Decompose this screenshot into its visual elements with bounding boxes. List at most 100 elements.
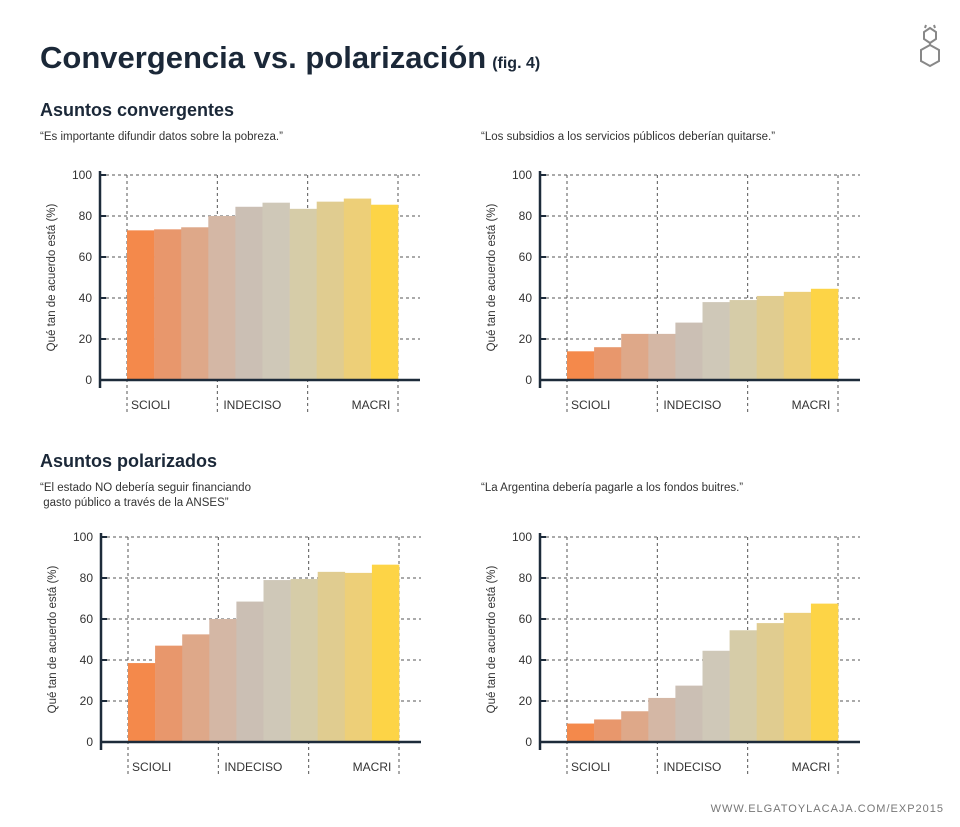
bar <box>317 571 346 742</box>
y-tick-label: 100 <box>73 530 93 544</box>
bar <box>702 302 730 380</box>
bar <box>567 351 595 380</box>
bar-chart-subsidies: 0 20 40 60 80 100 SCIOLI INDECISO MACRI Qué tan d… <box>480 165 900 420</box>
footer-url: WWW.ELGATOYLACAJA.COM/EXP2015 <box>710 803 944 815</box>
y-tick-label: 60 <box>519 250 533 264</box>
y-tick-label: 0 <box>85 373 92 387</box>
bar-chart-poverty-data: 0 20 40 60 80 100 SCIOLI INDECISO MACRI Qué tan d… <box>40 165 460 420</box>
bar <box>729 300 757 380</box>
y-axis-label: Qué tan de acuerdo está (%) <box>47 565 59 713</box>
chart-title: “La Argentina debería pagarle a los fond… <box>481 482 744 494</box>
x-tick-label: INDECISO <box>224 760 282 774</box>
y-tick-label: 40 <box>80 653 94 667</box>
bar-chart-anses: 0 20 40 60 80 100 SCIOLI INDECISO MACRI Qué tan d… <box>41 527 461 782</box>
section-heading-convergent: Asuntos convergentes <box>40 100 235 120</box>
bar <box>235 206 263 380</box>
chart-title: “Es importante difundir datos sobre la p… <box>40 131 283 143</box>
x-tick-label: MACRI <box>353 760 392 774</box>
y-tick-label: 20 <box>519 694 533 708</box>
bar <box>810 288 839 380</box>
bar <box>263 580 291 742</box>
bar <box>155 645 183 742</box>
bar <box>675 322 703 380</box>
y-tick-label: 100 <box>72 168 92 182</box>
chart-svg: 0 20 40 60 80 100 SCIOLI INDECISO MACRI Qué tan d… <box>47 530 421 777</box>
bar <box>343 198 372 380</box>
y-tick-label: 40 <box>519 653 533 667</box>
bar <box>262 202 290 380</box>
y-tick-label: 80 <box>79 209 93 223</box>
bar <box>316 201 345 380</box>
x-tick-label: SCIOLI <box>132 760 171 774</box>
y-tick-label: 0 <box>86 735 93 749</box>
y-tick-label: 80 <box>80 571 94 585</box>
chart-svg: 0 20 40 60 80 100 SCIOLI INDECISO MACRI Qué tan d… <box>486 530 860 777</box>
x-tick-label: MACRI <box>352 398 391 412</box>
y-tick-label: 60 <box>519 612 533 626</box>
y-axis-label: Qué tan de acuerdo está (%) <box>486 203 498 351</box>
bar-chart-holdouts: 0 20 40 60 80 100 SCIOLI INDECISO MACRI Qué tan d… <box>480 527 900 782</box>
bar <box>783 291 812 380</box>
y-tick-label: 60 <box>79 250 93 264</box>
section-heading-polarized: Asuntos polarizados <box>40 451 218 471</box>
chart-svg: 0 20 40 60 80 100 SCIOLI INDECISO MACRI Qué tan d… <box>486 168 860 415</box>
bar <box>621 711 649 742</box>
bar <box>594 347 622 380</box>
y-axis-label: Qué tan de acuerdo está (%) <box>486 565 498 713</box>
bar <box>729 630 757 742</box>
y-tick-label: 0 <box>525 735 532 749</box>
y-tick-label: 20 <box>519 332 533 346</box>
chart-title: “Los subsidios a los servicios públicos … <box>481 131 776 143</box>
page-title: Convergencia vs. polarización (fig. 4) <box>40 40 540 76</box>
bar <box>648 333 676 380</box>
bar <box>675 685 703 742</box>
bar <box>567 723 595 742</box>
x-tick-label: MACRI <box>792 760 831 774</box>
bar <box>128 663 156 742</box>
chart-svg: 0 20 40 60 80 100 SCIOLI INDECISO MACRI Qué tan d… <box>46 168 420 415</box>
y-tick-label: 80 <box>519 209 533 223</box>
bar <box>594 719 622 742</box>
bar <box>208 216 236 380</box>
bar <box>344 572 373 742</box>
bar <box>289 208 317 380</box>
x-tick-label: INDECISO <box>663 760 721 774</box>
fig-label: (fig. 4) <box>492 55 541 72</box>
x-tick-label: INDECISO <box>663 398 721 412</box>
y-tick-label: 0 <box>525 373 532 387</box>
bar <box>236 601 264 742</box>
x-tick-label: INDECISO <box>223 398 281 412</box>
y-tick-label: 100 <box>512 530 532 544</box>
y-tick-label: 100 <box>512 168 532 182</box>
title-text: Convergencia vs. polarización <box>40 40 487 75</box>
y-tick-label: 20 <box>80 694 94 708</box>
y-tick-label: 80 <box>519 571 533 585</box>
x-tick-label: SCIOLI <box>571 760 610 774</box>
cat-box-logo-icon <box>920 24 940 68</box>
bar <box>371 564 400 742</box>
bar <box>783 612 812 742</box>
y-axis-label: Qué tan de acuerdo está (%) <box>46 203 58 351</box>
y-tick-label: 40 <box>519 291 533 305</box>
bar <box>154 229 182 380</box>
y-tick-label: 40 <box>79 291 93 305</box>
bar <box>648 697 676 742</box>
bar <box>810 603 839 742</box>
bar <box>181 227 209 380</box>
bar <box>182 634 210 742</box>
bar <box>290 579 318 742</box>
bar <box>756 623 785 742</box>
bar <box>370 204 399 380</box>
x-tick-label: SCIOLI <box>131 398 170 412</box>
bar <box>756 295 785 380</box>
x-tick-label: SCIOLI <box>571 398 610 412</box>
chart-title: “El estado NO debería seguir financiando… <box>40 482 251 509</box>
y-tick-label: 20 <box>79 332 93 346</box>
bar <box>621 333 649 380</box>
x-tick-label: MACRI <box>792 398 831 412</box>
bar <box>209 619 237 742</box>
bar <box>702 650 730 742</box>
bar <box>127 230 155 380</box>
y-tick-label: 60 <box>80 612 94 626</box>
